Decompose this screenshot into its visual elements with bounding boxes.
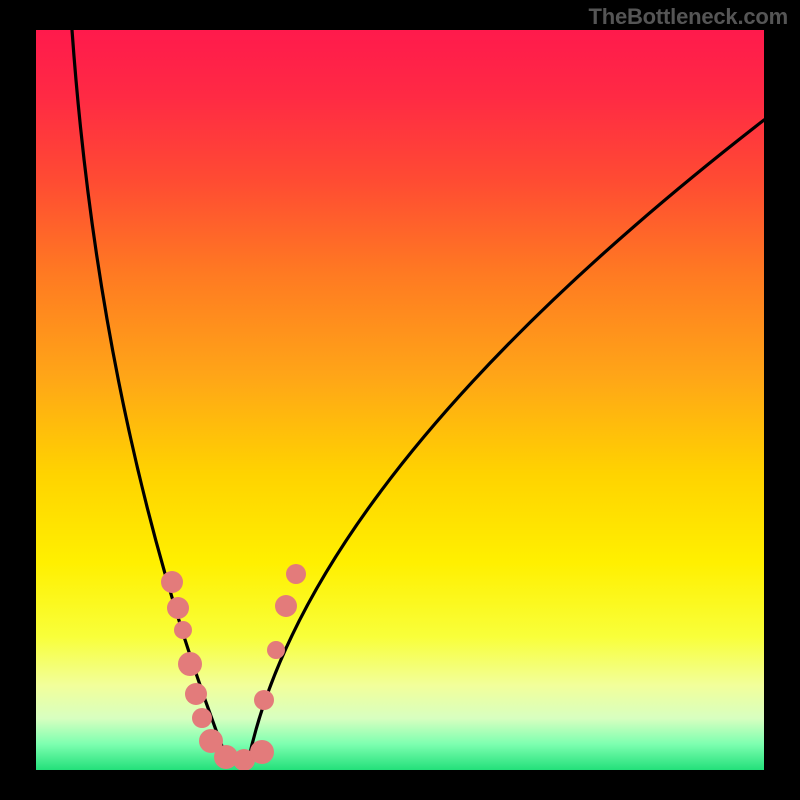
data-point — [250, 740, 274, 764]
gradient-background — [36, 30, 764, 770]
data-point — [178, 652, 202, 676]
data-point — [167, 597, 189, 619]
frame-right — [764, 0, 800, 800]
data-point — [286, 564, 306, 584]
watermark: TheBottleneck.com — [588, 4, 788, 30]
data-point — [174, 621, 192, 639]
data-point — [185, 683, 207, 705]
data-point — [275, 595, 297, 617]
bottleneck-chart — [0, 0, 800, 800]
data-point — [192, 708, 212, 728]
data-point — [267, 641, 285, 659]
frame-left — [0, 0, 36, 800]
frame-bottom — [0, 770, 800, 800]
data-point — [161, 571, 183, 593]
data-point — [254, 690, 274, 710]
